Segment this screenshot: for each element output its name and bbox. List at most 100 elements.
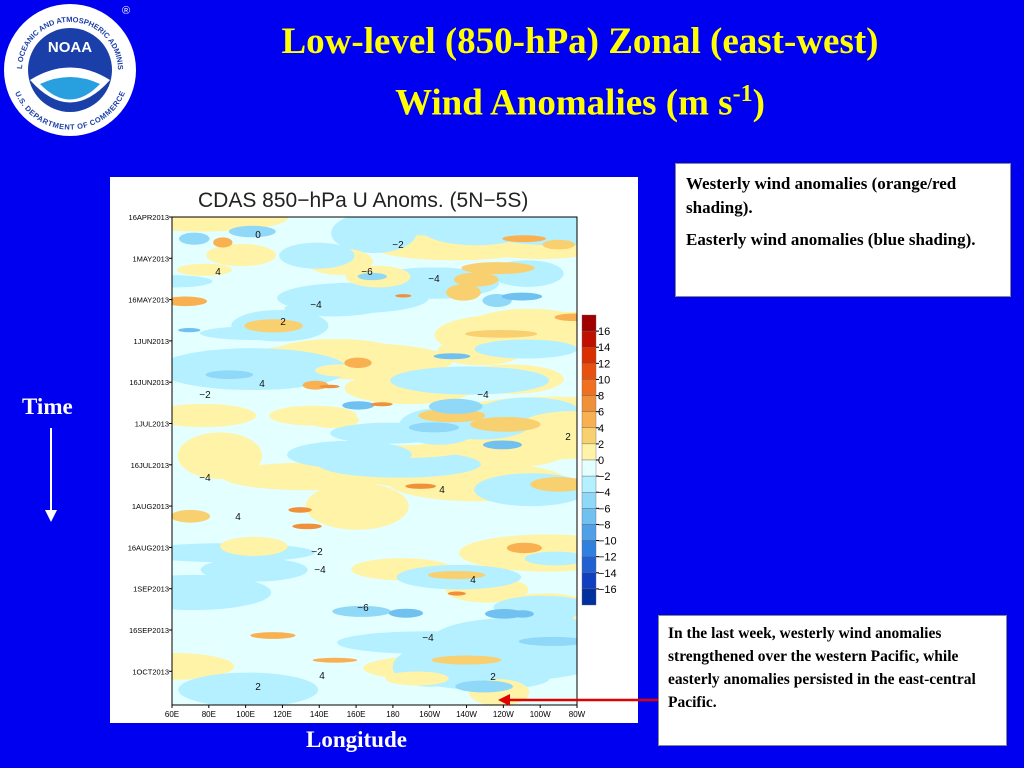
field-patch	[287, 440, 412, 469]
colorbar-swatch	[581, 411, 597, 428]
colorbar-label: −8	[598, 519, 611, 531]
field-patch	[518, 636, 577, 646]
field-patch	[179, 232, 210, 245]
contour-label: 4	[215, 267, 221, 278]
title-exponent: -1	[732, 81, 753, 107]
contour-label: 4	[259, 379, 265, 390]
field-patch	[554, 313, 577, 322]
date-label: 1MAY2013	[132, 254, 169, 263]
colorbar-label: 12	[598, 358, 610, 370]
field-patch	[172, 509, 211, 523]
field-patch	[200, 557, 308, 582]
plot-frame	[171, 216, 578, 706]
contour-label: −2	[311, 547, 323, 558]
contour-label: 2	[255, 682, 261, 693]
field-patch	[205, 370, 254, 379]
longitude-label: 160E	[347, 710, 366, 719]
field-patch	[213, 237, 233, 248]
colorbar-label: −12	[598, 552, 617, 564]
date-label: 16JUN2013	[129, 378, 169, 387]
title-text: Wind Anomalies (m s	[395, 82, 733, 124]
longitude-label: 100E	[236, 710, 255, 719]
field-patch	[428, 398, 483, 414]
contour-label: −2	[392, 240, 404, 251]
field-patch	[523, 411, 577, 436]
field-patch	[395, 294, 412, 298]
note-box: In the last week, westerly wind anomalie…	[658, 615, 1007, 746]
longitude-label: 160W	[419, 710, 440, 719]
contour-label: 4	[319, 671, 325, 682]
colorbar-swatch	[581, 492, 597, 509]
field-patch	[453, 272, 499, 287]
field-patch	[220, 536, 288, 557]
date-label: 1SEP2013	[133, 585, 169, 594]
field-patch	[542, 239, 575, 250]
field-patch	[465, 330, 538, 338]
title-text: )	[752, 82, 765, 124]
contour-label: −2	[199, 390, 211, 401]
field-patch	[461, 262, 535, 275]
field-patch	[385, 671, 449, 686]
field-patch	[172, 652, 235, 680]
colorbar-label: 6	[598, 407, 604, 419]
field-patch	[279, 242, 355, 269]
plot-title: CDAS 850−hPa U Anoms. (5N−5S)	[198, 189, 528, 212]
title-line: Low-level (850-hPa) Zonal (east-west)	[281, 21, 879, 62]
colorbar-swatch	[581, 314, 597, 332]
colorbar-swatch	[581, 524, 597, 541]
date-label: 1OCT2013	[132, 667, 169, 676]
field-patch	[446, 284, 481, 301]
field-patch	[433, 353, 471, 360]
field-patch	[342, 401, 375, 410]
anomaly-field	[172, 217, 577, 705]
longitude-label: 140W	[456, 710, 477, 719]
field-patch	[344, 357, 372, 369]
note-text: Westerly wind anomalies (orange/red shad…	[686, 174, 957, 217]
colorbar-swatch	[581, 540, 597, 557]
field-patch	[408, 422, 460, 433]
colorbar-label: −14	[598, 568, 617, 580]
field-patch	[178, 672, 319, 705]
colorbar-swatch	[581, 443, 597, 461]
contour-label: 2	[490, 672, 496, 683]
colorbar-swatch	[581, 572, 597, 590]
field-patch	[250, 632, 296, 639]
colorbar-swatch	[581, 330, 597, 348]
field-patch	[244, 319, 303, 333]
field-patch	[178, 327, 201, 333]
registered-mark: ®	[122, 5, 130, 17]
contour-label: 4	[439, 485, 445, 496]
field-patch	[524, 551, 577, 566]
field-patch	[172, 574, 272, 611]
contour-label: −4	[314, 565, 326, 576]
field-patch	[530, 477, 577, 492]
longitude-label: 100W	[530, 710, 551, 719]
contour-label: −4	[310, 300, 322, 311]
longitude-label: 180	[386, 710, 400, 719]
date-label: 16APR2013	[129, 213, 169, 222]
contour-label: −6	[357, 603, 369, 614]
longitude-label: 80E	[202, 710, 216, 719]
field-patch	[172, 403, 257, 428]
colorbar-label: 4	[598, 423, 604, 435]
field-patch	[288, 507, 312, 513]
colorbar-label: 8	[598, 391, 604, 403]
contour-label: −4	[477, 390, 489, 401]
contour-label: 2	[565, 432, 571, 443]
field-patch	[506, 542, 542, 554]
time-arrow-head	[45, 510, 57, 522]
colorbar-label: −16	[598, 584, 617, 596]
title-line: Wind Anomalies (m s-1)	[150, 72, 1010, 125]
colorbar-swatch	[581, 459, 597, 477]
longitude-label: 60E	[165, 710, 179, 719]
colorbar-swatch	[581, 556, 597, 573]
date-label: 16SEP2013	[129, 626, 169, 635]
colorbar-label: 14	[598, 342, 610, 354]
logo-bird	[40, 77, 100, 100]
field-patch	[484, 608, 524, 619]
field-patch	[357, 272, 387, 281]
field-patch	[172, 348, 348, 391]
field-patch	[177, 432, 263, 480]
field-patch	[390, 366, 550, 395]
